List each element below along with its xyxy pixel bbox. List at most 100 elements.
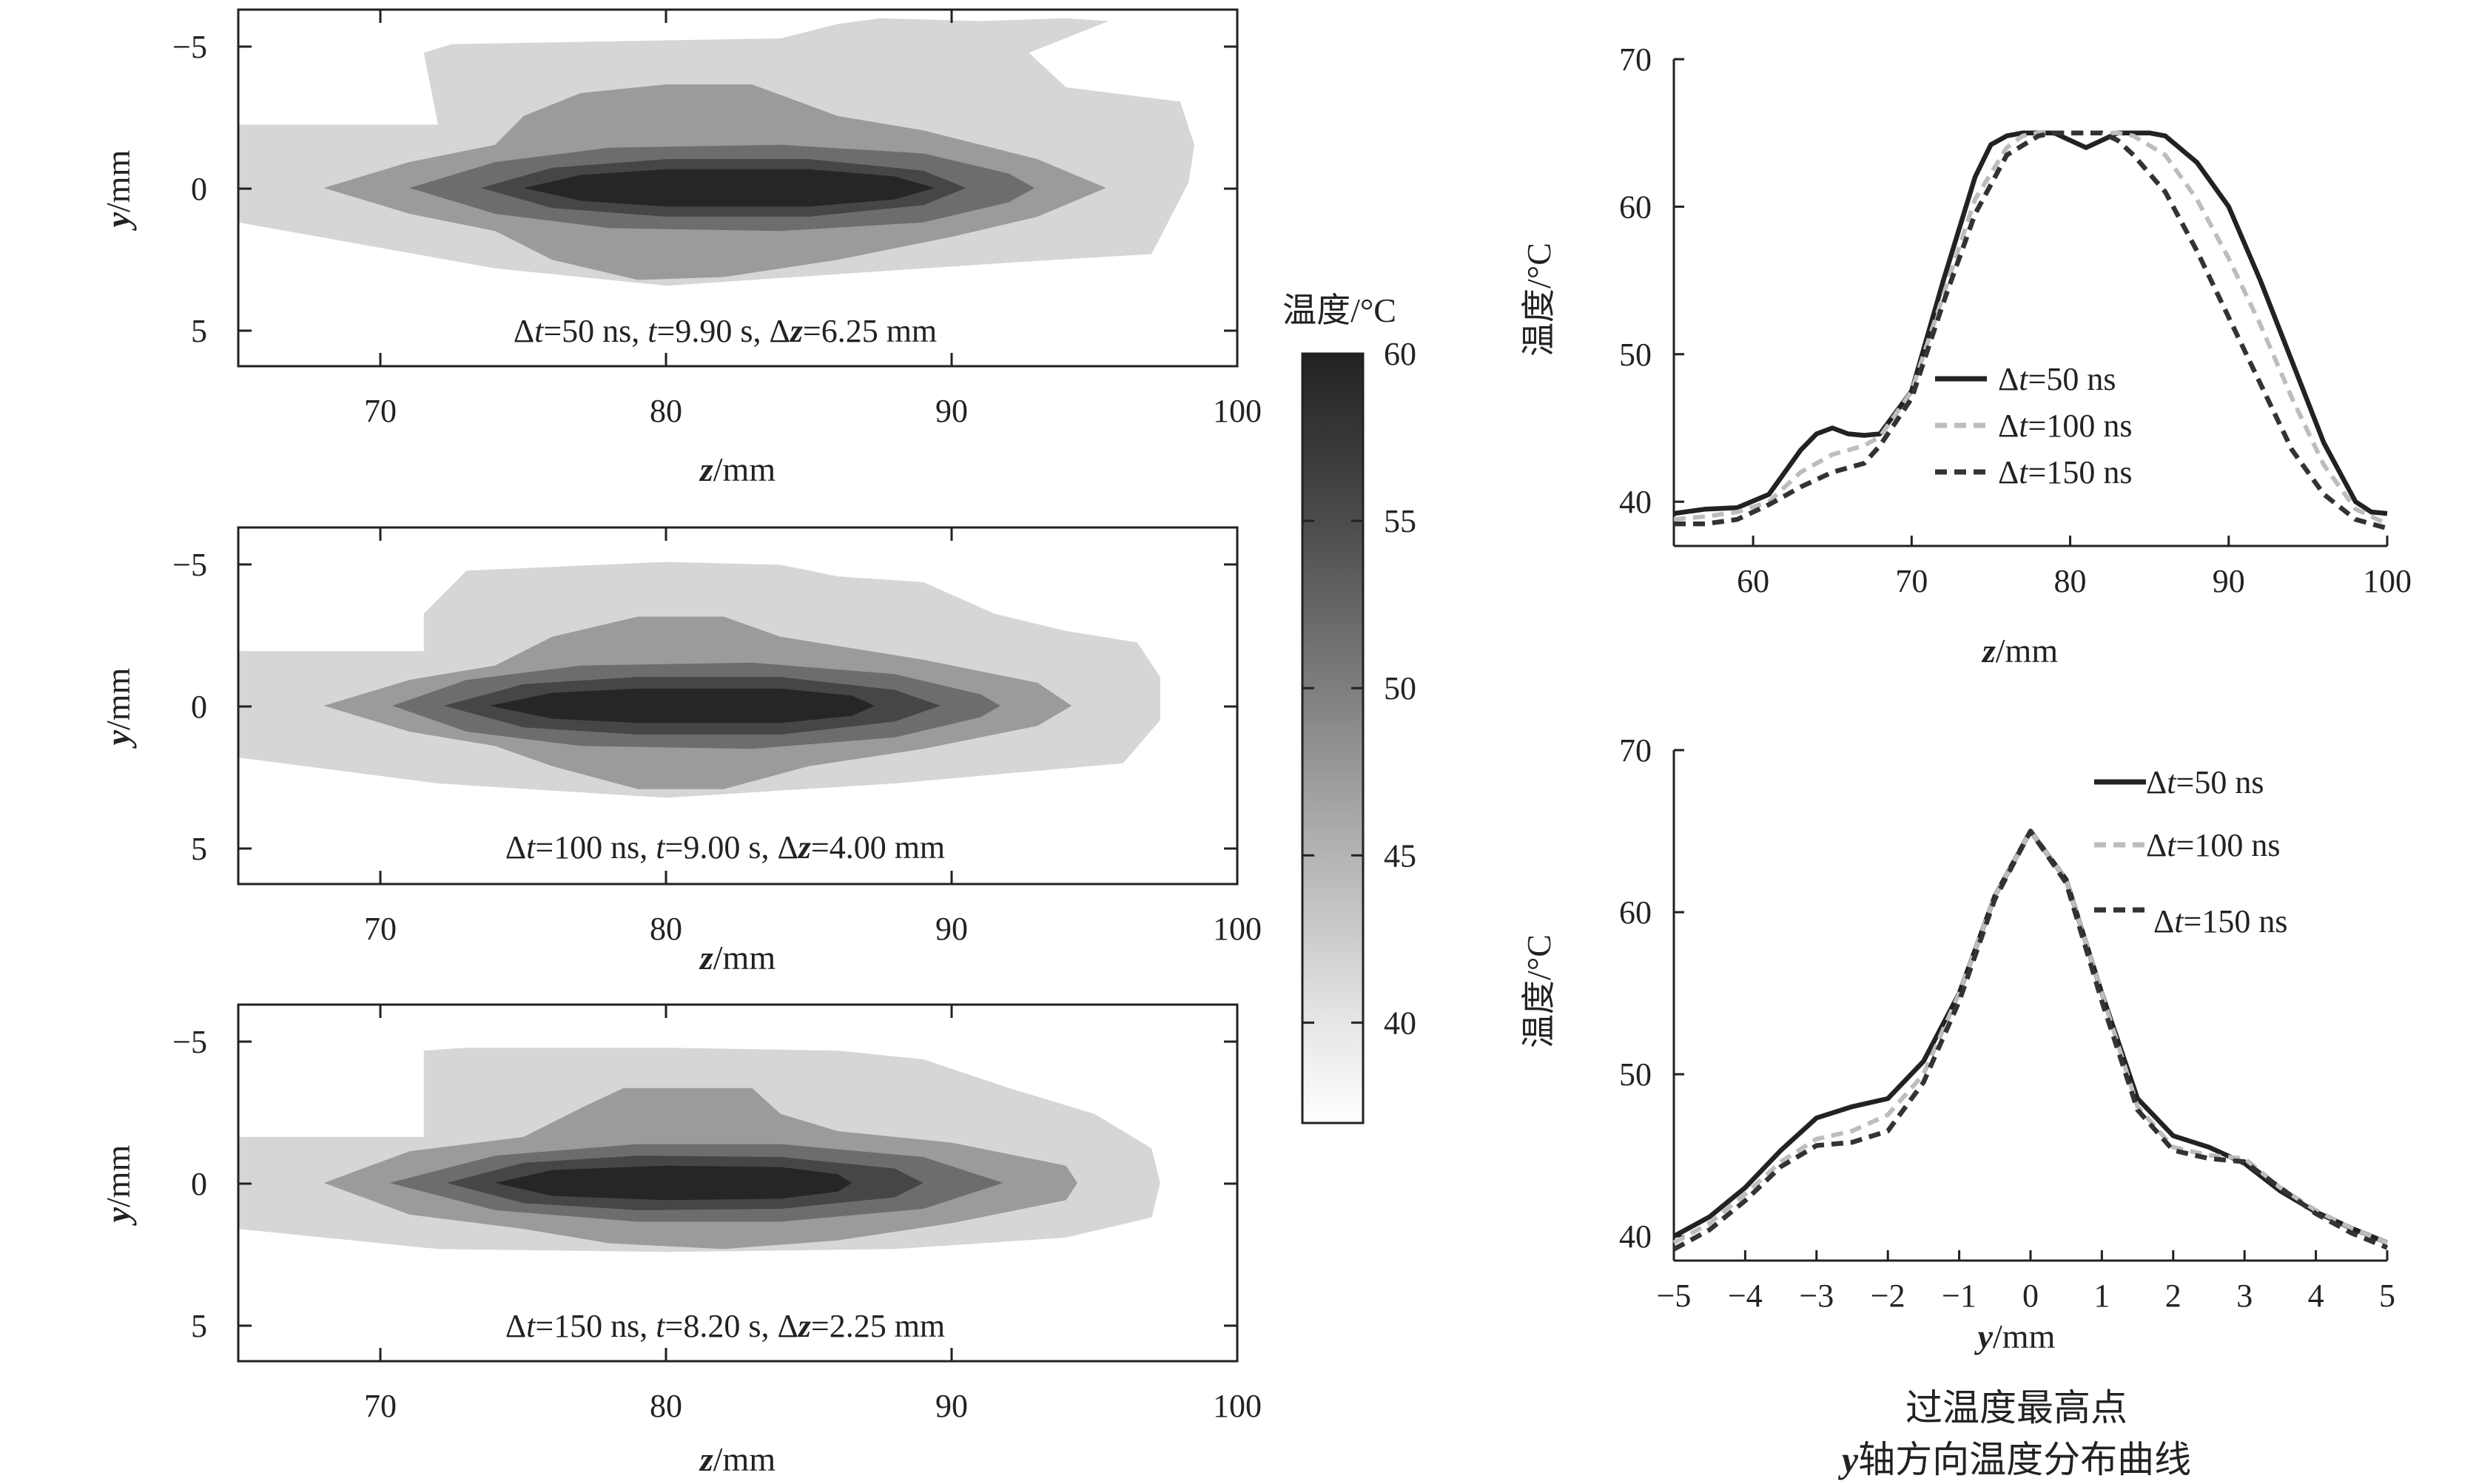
ytick-label: 40 [1619, 1218, 1652, 1255]
xtick-label: 60 [1737, 563, 1769, 599]
contour-panel-2-levels [238, 561, 1160, 798]
colorbar-ticks: 40 45 50 55 60 [1302, 336, 1416, 1041]
ytick-label: 70 [1619, 41, 1652, 78]
contour-panel-3-y-ticks: −5 0 5 [172, 1024, 1237, 1344]
ytick-label: 50 [1619, 337, 1652, 373]
contour-panel-1-xtick-label: 80 [650, 393, 682, 429]
colorbar-tick-label: 40 [1384, 1005, 1416, 1041]
contour-panel-1: −5 0 5 70 80 90 100 Δt=50 ns, t=9.90 s, … [99, 8, 1262, 488]
xtick-label: 1 [2093, 1278, 2110, 1314]
colorbar-tick-label: 60 [1384, 336, 1416, 372]
legend-label-dt50: Δt=50 ns [1998, 361, 2116, 397]
line-chart-z-xlabel: z/mm [1981, 632, 2058, 670]
contour-panel-3-ytick-label: 0 [191, 1166, 207, 1202]
xtick-label: 70 [1895, 563, 1928, 599]
contour-panel-1-xtick-label: 90 [935, 393, 968, 429]
line-chart-y-series [1672, 829, 2389, 1252]
contour-panel-3-xtick-label: 100 [1213, 1388, 1262, 1424]
xtick-label: −5 [1657, 1278, 1692, 1314]
colorbar-tick-label: 50 [1384, 670, 1416, 706]
ytick-label: 60 [1619, 894, 1652, 931]
contour-level-59 [489, 688, 875, 724]
contour-panel-2-xtick-label: 70 [364, 911, 397, 947]
contour-panel-3-xlabel: z/mm [699, 1440, 776, 1478]
legend-label-dt100: Δt=100 ns [1998, 408, 2132, 444]
contour-panel-3-fills [238, 1048, 1160, 1252]
ytick-label: 60 [1619, 189, 1652, 225]
contour-panel-2-ytick-label: −5 [172, 547, 207, 583]
contour-panel-1-xtick-label: 70 [364, 393, 397, 429]
xtick-label: 5 [2379, 1278, 2395, 1314]
contour-panel-2-xtick-label: 80 [650, 911, 682, 947]
contour-panel-1-levels [238, 18, 1195, 286]
contour-panel-2-ytick-label: 0 [191, 689, 207, 725]
contour-panel-2-x-ticks: 70 80 90 100 [364, 527, 1262, 947]
colorbar-gradient [1301, 352, 1365, 1124]
contour-panel-2-xlabel: z/mm [699, 939, 776, 977]
contour-panel-1-fills [238, 18, 1195, 286]
line-chart-z-axes: 40 50 60 70 60 70 80 90 100 [1619, 41, 2412, 599]
line-chart-z: 40 50 60 70 60 70 80 90 100 Δt=50 ns Δt=100 ns Δ… [1520, 41, 2412, 670]
contour-panel-2-annotation: Δt=100 ns, t=9.00 s, Δz=4.00 mm [505, 829, 945, 866]
legend-label-dt100: Δt=100 ns [2146, 827, 2280, 863]
xtick-label: −4 [1728, 1278, 1763, 1314]
line-chart-y-axes: 40 50 60 70 −5 −4 −3 −2 −1 0 1 2 3 4 5 [1619, 732, 2395, 1314]
contour-panel-1-ylabel: y/mm [99, 149, 137, 231]
ytick-label: 50 [1619, 1056, 1652, 1093]
xtick-label: 90 [2213, 563, 2245, 599]
contour-panel-2-ylabel: y/mm [99, 667, 137, 749]
contour-panel-3-xtick-label: 70 [364, 1388, 397, 1424]
contour-panel-2-ytick-label: 5 [191, 831, 207, 867]
legend-label-dt150: Δt=150 ns [2153, 903, 2287, 940]
contour-panel-2: −5 0 5 70 80 90 100 Δt=100 ns, t=9.00 s,… [99, 526, 1262, 977]
line-chart-y: 40 50 60 70 −5 −4 −3 −2 −1 0 1 2 3 4 5 Δt=50 ns Δt=100… [1520, 732, 2395, 1480]
ytick-label: 70 [1619, 732, 1652, 769]
contour-panel-2-xtick-label: 90 [935, 911, 968, 947]
contour-panel-3-ytick-label: −5 [172, 1024, 207, 1060]
contour-panel-3-ylabel: y/mm [99, 1144, 137, 1226]
xtick-label: −3 [1799, 1278, 1834, 1314]
xtick-label: 4 [2308, 1278, 2324, 1314]
contour-panel-3-ytick-label: 5 [191, 1308, 207, 1344]
xtick-label: −1 [1942, 1278, 1977, 1314]
colorbar: 温度/°C 40 45 50 55 60 [1282, 291, 1416, 1124]
contour-panel-2-xtick-label: 100 [1213, 911, 1262, 947]
line-chart-z-ylabel: 温度/°C [1520, 243, 1558, 357]
contour-panel-3-xtick-label: 80 [650, 1388, 682, 1424]
contour-panel-1-x-ticks: 70 80 90 100 [364, 10, 1262, 429]
series-line-dt150 [1674, 130, 2388, 531]
contour-level-59 [523, 169, 935, 207]
line-chart-z-series [1673, 130, 2389, 531]
colorbar-tick-label: 55 [1384, 503, 1416, 539]
contour-panel-3-levels [238, 1048, 1160, 1252]
contour-panel-2-fills [238, 561, 1160, 798]
line-chart-z-legend: Δt=50 ns Δt=100 ns Δt=150 ns [1935, 361, 2132, 490]
contour-panel-2-y-ticks: −5 0 5 [172, 547, 1237, 867]
xtick-label: 100 [2363, 563, 2412, 599]
line-chart-y-caption-line1: 过温度最高点 [1905, 1387, 2127, 1429]
contour-panel-1-xlabel: z/mm [699, 451, 776, 488]
colorbar-title: 温度/°C [1282, 291, 1396, 329]
contour-panel-3-x-ticks: 70 80 90 100 [364, 1005, 1262, 1424]
contour-panel-1-ytick-label: −5 [172, 29, 207, 65]
contour-level-59 [495, 1165, 852, 1201]
series-line-dt150 [1672, 829, 2389, 1252]
contour-panel-1-ytick-label: 0 [191, 171, 207, 207]
contour-panel-1-ytick-label: 5 [191, 313, 207, 349]
line-chart-y-caption-line2: y轴方向温度分布曲线 [1838, 1439, 2191, 1480]
legend-label-dt150: Δt=150 ns [1998, 454, 2132, 490]
xtick-label: 80 [2054, 563, 2087, 599]
xtick-label: 2 [2165, 1278, 2181, 1314]
contour-panel-3-annotation: Δt=150 ns, t=8.20 s, Δz=2.25 mm [505, 1308, 945, 1344]
contour-panel-1-y-ticks: −5 0 5 [172, 29, 1237, 349]
legend-label-dt50: Δt=50 ns [2146, 764, 2264, 800]
line-chart-y-xlabel: y/mm [1974, 1318, 2056, 1355]
contour-panel-3: −5 0 5 70 80 90 100 Δt=150 ns, t=8.20 s,… [99, 1003, 1262, 1478]
xtick-label: 3 [2236, 1278, 2253, 1314]
line-chart-y-ylabel: 温度/°C [1520, 934, 1558, 1048]
xtick-label: −2 [1871, 1278, 1905, 1314]
contour-panel-3-xtick-label: 90 [935, 1388, 968, 1424]
line-chart-y-legend: Δt=50 ns Δt=100 ns Δt=150 ns [2094, 764, 2287, 940]
colorbar-tick-label: 45 [1384, 837, 1416, 874]
